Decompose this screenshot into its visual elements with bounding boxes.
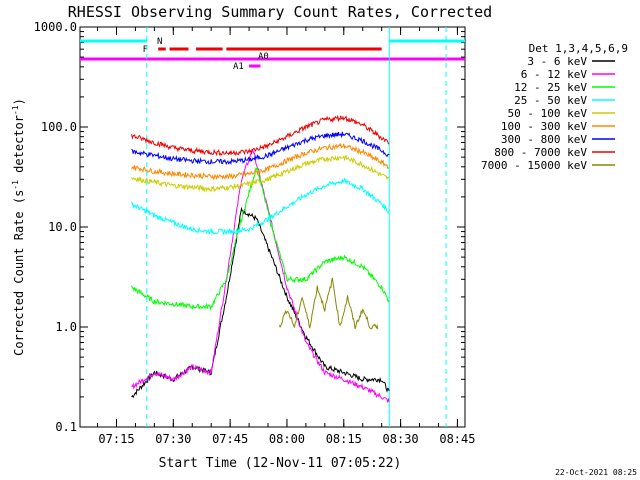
series-line — [131, 154, 390, 193]
legend-title: Det 1,3,4,5,6,9 — [529, 42, 628, 55]
x-tick-label: 08:00 — [269, 432, 305, 446]
series-line — [131, 177, 390, 236]
x-tick-label: 08:45 — [439, 432, 475, 446]
y-tick-label: 1.0 — [55, 320, 77, 334]
y-axis-label-tail: detector — [12, 115, 26, 180]
series-lines — [131, 114, 390, 403]
series-line — [131, 166, 390, 311]
chart-title: RHESSI Observing Summary Count Rates, Co… — [68, 3, 492, 21]
legend-label: 3 - 6 keV — [527, 55, 587, 68]
legend-label: 800 - 7000 keV — [494, 146, 587, 159]
legend-label: 50 - 100 keV — [508, 107, 588, 120]
x-tick-labels: 07:15 07:30 07:45 08:00 08:15 08:30 08:45 — [98, 432, 475, 446]
series-line — [131, 206, 390, 399]
legend-label: 6 - 12 keV — [521, 68, 588, 81]
series-line — [131, 114, 390, 157]
legend-label: 100 - 300 keV — [501, 120, 587, 133]
legend-label: 25 - 50 keV — [514, 94, 587, 107]
footer-date: 22-Oct-2021 08:25 — [555, 468, 637, 477]
y-tick-label: 100.0 — [41, 120, 77, 134]
series-line — [278, 277, 379, 330]
legend-label: 7000 - 15000 keV — [481, 159, 587, 172]
y-tick-label: 10.0 — [48, 220, 77, 234]
series-line — [131, 149, 390, 403]
series-line — [131, 142, 390, 181]
x-tick-label: 07:15 — [98, 432, 134, 446]
y-tick-label: 0.1 — [55, 420, 77, 434]
y-axis-label: Corrected Count Rate (s-1 detector-1) — [11, 98, 26, 356]
legend-label: 300 - 800 keV — [501, 133, 587, 146]
x-axis-label: Start Time (12-Nov-11 07:05:22) — [159, 456, 402, 471]
flag-label: F — [143, 45, 148, 55]
legend-label: 12 - 25 keV — [514, 81, 587, 94]
series-line — [131, 131, 390, 166]
x-tick-label: 07:45 — [212, 432, 248, 446]
y-tick-label: 1000.0 — [34, 20, 77, 34]
y-axis-label-end: ) — [12, 98, 26, 105]
y-axis-label-sup2: -1 — [11, 105, 20, 115]
flag-bars: NF A0 A1 — [80, 37, 465, 72]
x-tick-label: 08:15 — [326, 432, 362, 446]
y-axis-label-main: Corrected Count Rate (s — [12, 190, 26, 356]
y-axis-label-sup: -1 — [11, 180, 20, 190]
y-tick-labels: 0.1 1.0 10.0 100.0 1000.0 — [34, 20, 77, 434]
flag-label: A1 — [233, 62, 244, 72]
x-tick-label: 07:30 — [155, 432, 191, 446]
axis-ticks — [80, 27, 465, 428]
vertical-markers — [146, 27, 447, 427]
x-tick-label: 08:30 — [383, 432, 419, 446]
flag-label: N — [157, 37, 162, 47]
flag-label: A0 — [258, 52, 269, 62]
